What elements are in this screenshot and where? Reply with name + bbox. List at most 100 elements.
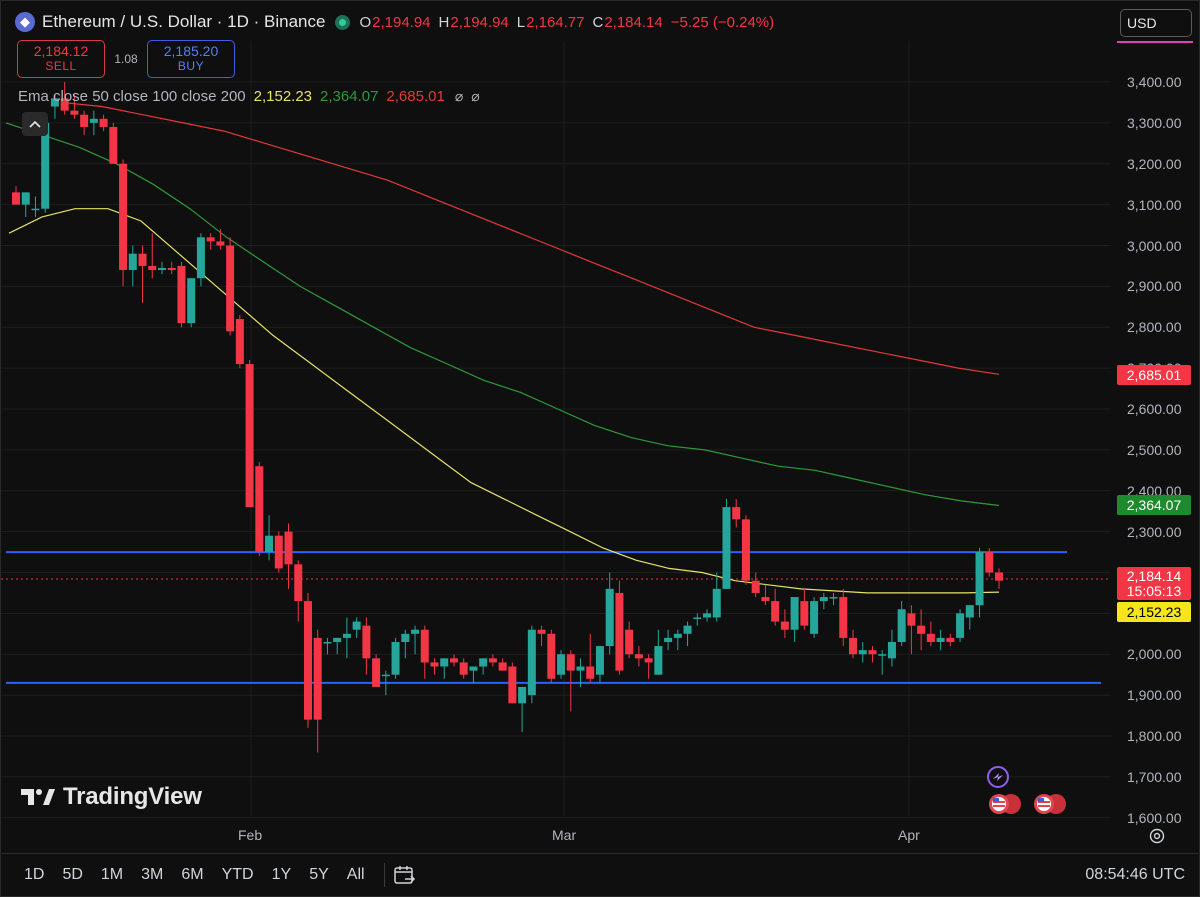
- last-price-tag: 2,184.14 15:05:13: [1117, 567, 1191, 600]
- utc-clock[interactable]: 08:54:46 UTC: [1085, 866, 1185, 883]
- candle-up: [557, 654, 566, 675]
- candle-down: [849, 637, 858, 655]
- ema200-tag: 2,685.01: [1117, 365, 1191, 385]
- candle-up: [41, 122, 50, 209]
- trade-panel: 2,184.12 SELL 1.08 2,185.20 BUY: [17, 40, 235, 78]
- ema-hidden-icon-2[interactable]: ⌀: [471, 88, 480, 104]
- price-chart[interactable]: [1, 1, 1199, 853]
- timeframe-ytd[interactable]: YTD: [221, 866, 254, 883]
- candle-down: [177, 265, 186, 324]
- bar-countdown: 15:05:13: [1126, 582, 1182, 599]
- candle-down: [109, 126, 118, 164]
- candle-down: [566, 654, 575, 671]
- candle-up: [411, 629, 420, 634]
- candle-up: [819, 597, 828, 602]
- candle-down: [12, 192, 20, 205]
- candle-down: [148, 265, 157, 271]
- candle-down: [430, 662, 439, 667]
- candle-down: [488, 658, 497, 663]
- candle-up: [975, 552, 984, 606]
- candle-up: [858, 650, 867, 655]
- sell-button[interactable]: 2,184.12 SELL: [17, 40, 105, 78]
- candle-down: [946, 637, 955, 642]
- ema100-line: [5, 122, 1000, 507]
- candle-down: [839, 597, 848, 638]
- y-tick-label: 1,800.00: [1127, 728, 1182, 744]
- candle-down: [119, 163, 128, 271]
- ema-name: Ema close 50 close 100 close 200: [18, 88, 246, 105]
- candle-down: [138, 253, 147, 266]
- candle-down: [547, 633, 556, 679]
- candle-down: [80, 114, 89, 127]
- candle-down: [771, 601, 780, 622]
- y-tick-label: 2,500.00: [1127, 441, 1182, 458]
- timeframe-5d[interactable]: 5D: [62, 866, 83, 883]
- symbol-title[interactable]: Ethereum / U.S. Dollar · 1D · Binance: [42, 12, 326, 31]
- low-key: L: [516, 13, 526, 31]
- candle-down: [625, 629, 634, 655]
- candle-down: [449, 658, 458, 663]
- buy-button[interactable]: 2,185.20 BUY: [147, 40, 235, 78]
- candle-down: [167, 267, 176, 271]
- candle-up: [31, 208, 40, 211]
- ema50-line: [8, 208, 1000, 594]
- timeframe-6m[interactable]: 6M: [181, 866, 204, 883]
- timeframe-1d[interactable]: 1D: [24, 866, 45, 883]
- buy-label: BUY: [177, 59, 205, 73]
- candle-up: [576, 666, 585, 671]
- candle-up: [391, 641, 400, 675]
- candle-down: [245, 364, 254, 508]
- candle-up: [89, 118, 98, 123]
- y-tick-label: 2,800.00: [1127, 319, 1182, 336]
- ethereum-icon: ◆: [15, 12, 35, 32]
- candle-down: [303, 601, 312, 720]
- axis-settings-icon[interactable]: [1148, 827, 1166, 845]
- tradingview-watermark: TradingView: [21, 783, 202, 811]
- timeframe-1m[interactable]: 1M: [100, 866, 124, 883]
- candle-up: [605, 588, 614, 647]
- candle-down: [634, 654, 643, 659]
- candle-down: [60, 98, 69, 111]
- ema100-tag: 2,364.07: [1117, 495, 1191, 515]
- candle-up: [265, 535, 274, 553]
- tradingview-logo-icon: [21, 789, 55, 805]
- ema200-line: [60, 101, 1000, 375]
- timeframe-5y[interactable]: 5Y: [309, 866, 329, 883]
- candle-down: [537, 629, 546, 634]
- candle-up: [712, 588, 721, 618]
- candle-down: [732, 507, 741, 520]
- y-tick-label: 2,900.00: [1127, 278, 1182, 295]
- candle-up: [790, 597, 799, 630]
- candle-down: [284, 531, 293, 565]
- us-economic-event-icon[interactable]: [986, 792, 1024, 816]
- currency-select[interactable]: USD: [1120, 9, 1192, 37]
- candle-down: [313, 637, 322, 720]
- timeframe-all[interactable]: All: [346, 866, 365, 883]
- ema-hidden-icon-1[interactable]: ⌀: [454, 88, 464, 104]
- crypto-event-icon[interactable]: [983, 765, 1013, 789]
- y-tick-label: 2,400.00: [1127, 482, 1182, 499]
- candle-up: [595, 646, 604, 675]
- candle-down: [907, 613, 916, 626]
- us-economic-event-icon-2[interactable]: [1031, 792, 1069, 816]
- low-value: 2,164.77: [526, 13, 585, 31]
- chevron-up-icon: [29, 120, 41, 128]
- open-key: O: [359, 13, 372, 31]
- candle-up: [323, 641, 332, 644]
- date-range-icon[interactable]: [393, 864, 417, 886]
- market-status-icon: [335, 14, 351, 30]
- candle-up: [157, 267, 166, 271]
- y-tick-label: 1,900.00: [1127, 687, 1182, 704]
- change-value: −5.25 (−0.24%): [670, 13, 775, 31]
- candle-up: [936, 637, 945, 642]
- collapse-legend-button[interactable]: [22, 112, 48, 136]
- ema-indicator-legend[interactable]: Ema close 50 close 100 close 200 2,152.2…: [18, 88, 486, 105]
- y-tick-label: 3,200.00: [1127, 155, 1182, 172]
- candle-down: [926, 633, 935, 642]
- ema100-value: 2,364.07: [320, 88, 379, 105]
- sell-label: SELL: [45, 59, 77, 73]
- timeframe-3m[interactable]: 3M: [141, 866, 164, 883]
- currency-value: USD: [1127, 15, 1157, 31]
- timeframe-1y[interactable]: 1Y: [271, 866, 292, 883]
